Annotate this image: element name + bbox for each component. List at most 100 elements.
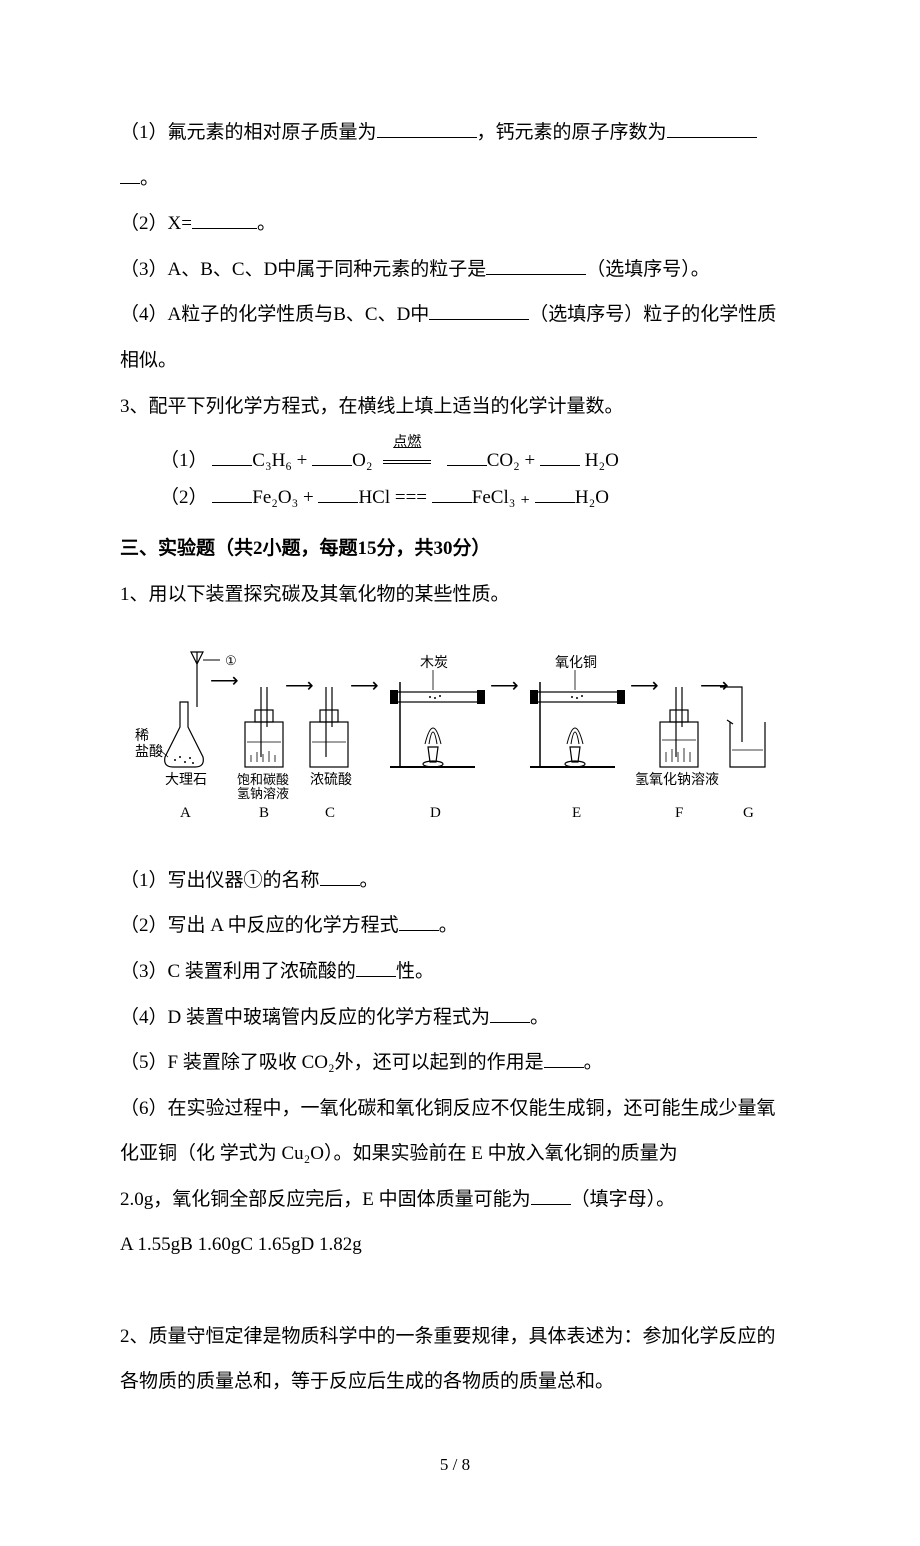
text: 。	[257, 213, 276, 234]
label-dalishi: 大理石	[165, 772, 207, 788]
text: ，钙元素的原子序数为	[477, 122, 667, 143]
label-xi: 稀	[135, 728, 149, 744]
blank	[544, 1045, 584, 1068]
blank	[192, 206, 257, 229]
blank	[120, 161, 140, 184]
letter-a: A	[180, 805, 191, 821]
q1-line4: （3）A、B、C、D中属于同种元素的粒子是 （选填序号）。	[120, 247, 790, 293]
letter-e: E	[572, 805, 581, 821]
text: 相似。	[120, 350, 177, 371]
blank	[212, 480, 252, 503]
text: （6）在实验过程中，一氧化碳和氧化铜反应不仅能生成铜，还可能生成少量氧	[120, 1098, 776, 1119]
text: 各物质的质量总和，等于反应后生成的各物质的质量总和。	[120, 1371, 614, 1392]
letter-f: F	[675, 805, 683, 821]
equation-1: （1） C₃H₆ + O₂ 点燃 CO₂ + H₂O	[160, 443, 790, 480]
text: 。	[360, 870, 379, 891]
label-mutan: 木炭	[420, 655, 448, 671]
q1-line2: 。	[120, 156, 790, 202]
blank	[320, 863, 360, 886]
letter-b: B	[259, 805, 269, 821]
text: A 1.55gB 1.60gC 1.65gD 1.82g	[120, 1234, 362, 1255]
co2: CO₂ +	[487, 450, 540, 471]
blank	[318, 480, 358, 503]
text: 1、用以下装置探究碳及其氧化物的某些性质。	[120, 584, 510, 605]
equation-2: （2） Fe₂O₃ + HCl === FeCl₃ ₊ H₂O	[160, 480, 790, 516]
page-content: （1）氟元素的相对原子质量为 ，钙元素的原子序数为 。 （2）X=。 （3）A、B…	[120, 110, 790, 1405]
svg-text:⟶: ⟶	[700, 675, 729, 697]
text: 。	[140, 168, 159, 189]
q3-1-item6b: 化亚铜（化 学式为 Cu₂O）。如果实验前在 E 中放入氧化铜的质量为	[120, 1131, 790, 1177]
device-d-icon: 木炭 ⟶	[390, 655, 519, 767]
q3-1-item6c: 2.0g，氧化铜全部反应完后，E 中固体质量可能为 （填字母）。	[120, 1177, 790, 1223]
blank	[535, 480, 575, 503]
fecl3: FeCl₃ ₊	[472, 487, 535, 508]
blank	[490, 1000, 530, 1023]
blank	[667, 115, 757, 138]
text: 2、质量守恒定律是物质科学中的一条重要规律，具体表述为：参加化学反应的	[120, 1326, 776, 1347]
blank	[531, 1182, 571, 1205]
text: 2.0g，氧化铜全部反应完后，E 中固体质量可能为	[120, 1189, 531, 1210]
text: 5 / 8	[440, 1455, 470, 1474]
text: 化亚铜（化 学式为 Cu₂O）。如果实验前在 E 中放入氧化铜的质量为	[120, 1143, 678, 1164]
q3-intro: 3、配平下列化学方程式，在横线上填上适当的化学计量数。	[120, 384, 790, 430]
blank	[377, 115, 477, 138]
q1-line6: 相似。	[120, 338, 790, 384]
q3-2b: 各物质的质量总和，等于反应后生成的各物质的质量总和。	[120, 1359, 790, 1405]
text: （选填序号）粒子的化学性质	[529, 304, 776, 325]
q3-1-item2: （2）写出 A 中反应的化学方程式 。	[120, 903, 790, 949]
q1-line1: （1）氟元素的相对原子质量为 ，钙元素的原子序数为	[120, 110, 790, 156]
text: 。	[584, 1052, 603, 1073]
equation-block: （1） C₃H₆ + O₂ 点燃 CO₂ + H₂O （2） Fe₂O₃ + H…	[120, 443, 790, 516]
blank	[432, 480, 472, 503]
blank	[486, 252, 586, 275]
q3-1-item3: （3）C 装置利用了浓硫酸的性。	[120, 949, 790, 995]
hcl: HCl ===	[358, 487, 431, 508]
q3-1-item1: （1）写出仪器①的名称 。	[120, 858, 790, 904]
text: （填字母）。	[571, 1189, 676, 1210]
q3-1-options: A 1.55gB 1.60gC 1.65gD 1.82g	[120, 1222, 790, 1268]
text: 三、实验题（共2小题，每题15分，共30分）	[120, 538, 491, 559]
o2: O₂	[352, 450, 377, 471]
section-3-heading: 三、实验题（共2小题，每题15分，共30分）	[120, 526, 790, 572]
device-a-icon: ① ⟶	[165, 652, 239, 767]
label-one: ①	[225, 653, 237, 668]
label-yansuan: 盐酸	[135, 744, 163, 760]
text: （选填序号）。	[586, 259, 710, 280]
text: 。	[439, 915, 458, 936]
label-cuo: 氧化铜	[555, 655, 597, 671]
device-b-icon: ⟶	[245, 675, 314, 767]
page-number: 5 / 8	[120, 1445, 790, 1486]
reaction-arrow-icon: 点燃	[377, 444, 437, 480]
text: （1）写出仪器①的名称	[120, 870, 320, 891]
text: 。	[530, 1007, 549, 1028]
text: （3）A、B、C、D中属于同种元素的粒子是	[120, 259, 486, 280]
q3-1-intro: 1、用以下装置探究碳及其氧化物的某些性质。	[120, 572, 790, 618]
q1-line3: （2）X=。	[120, 201, 790, 247]
text: （2）写出 A 中反应的化学方程式	[120, 915, 399, 936]
apparatus-diagram: ① ⟶ ⟶ ⟶	[120, 632, 790, 850]
q3-2a: 2、质量守恒定律是物质科学中的一条重要规律，具体表述为：参加化学反应的	[120, 1314, 790, 1360]
num: （1）	[160, 450, 212, 471]
letter-g: G	[743, 805, 754, 821]
num: （2）	[160, 487, 212, 508]
h2o: H₂O	[580, 450, 619, 471]
device-e-icon: 氧化铜 ⟶	[530, 655, 659, 767]
letter-d: D	[430, 805, 441, 821]
apparatus-svg: ① ⟶ ⟶ ⟶	[135, 632, 775, 832]
q3-1-item5: （5）F 装置除了吸收 CO₂外，还可以起到的作用是 。	[120, 1040, 790, 1086]
c3h6: C₃H₆ +	[252, 450, 312, 471]
svg-text:⟶: ⟶	[630, 675, 659, 697]
text: （3）C 装置利用了浓硫酸的	[120, 961, 356, 982]
letter-c: C	[325, 805, 335, 821]
svg-text:⟶: ⟶	[210, 670, 239, 692]
fe2o3: Fe₂O₃ +	[252, 487, 318, 508]
label-baohe2: 氢钠溶液	[237, 786, 289, 801]
q3-1-item4: （4）D 装置中玻璃管内反应的化学方程式为 。	[120, 995, 790, 1041]
device-g-icon	[720, 687, 765, 767]
blank	[212, 443, 252, 466]
text: （4）D 装置中玻璃管内反应的化学方程式为	[120, 1007, 490, 1028]
text: （1）氟元素的相对原子质量为	[120, 122, 377, 143]
label-naoh: 氢氧化钠溶液	[635, 772, 719, 788]
label-baohe1: 饱和碳酸	[237, 772, 289, 787]
text: （5）F 装置除了吸收 CO₂外，还可以起到的作用是	[120, 1052, 544, 1073]
